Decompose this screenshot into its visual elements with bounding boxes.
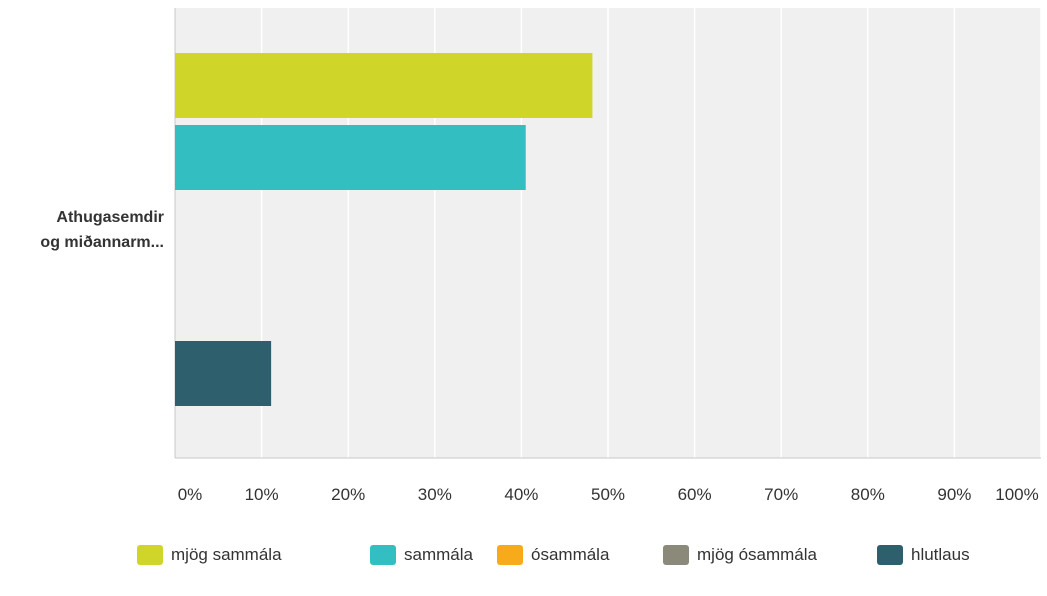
x-tick-label: 40% — [504, 485, 538, 504]
legend: mjög sammála sammála ósammála mjög ósammála… — [0, 540, 1047, 570]
bars — [175, 53, 593, 406]
x-tick-label: 100% — [995, 485, 1038, 504]
legend-label: ósammála — [531, 545, 610, 564]
category-label-line: Athugasemdir — [56, 209, 164, 226]
x-tick-label: 30% — [418, 485, 452, 504]
legend-item: sammála — [370, 540, 473, 570]
x-tick-label: 10% — [245, 485, 279, 504]
legend-label: sammála — [404, 545, 473, 564]
x-tick-label: 20% — [331, 485, 365, 504]
legend-swatch — [663, 545, 689, 565]
category-labels: Athugasemdir og miðannarm... — [40, 209, 164, 251]
x-tick-label: 50% — [591, 485, 625, 504]
legend-label: mjög sammála — [171, 545, 282, 564]
legend-swatch — [370, 545, 396, 565]
legend-swatch — [497, 545, 523, 565]
legend-swatch — [877, 545, 903, 565]
legend-item: hlutlaus — [877, 540, 970, 570]
legend-label: mjög ósammála — [697, 545, 817, 564]
x-tick-labels: 0% 10% 20% 30% 40% 50% 60% 70% 80% 90% 100% — [178, 485, 1039, 504]
legend-item: mjög ósammála — [663, 540, 817, 570]
bar-1 — [175, 125, 526, 190]
legend-item: ósammála — [497, 540, 609, 570]
legend-item: mjög sammála — [137, 540, 282, 570]
x-tick-label: 0% — [178, 485, 203, 504]
x-tick-label: 60% — [678, 485, 712, 504]
bar-0 — [175, 53, 593, 118]
legend-swatch — [137, 545, 163, 565]
legend-label: hlutlaus — [911, 545, 970, 564]
x-tick-label: 70% — [764, 485, 798, 504]
x-tick-label: 80% — [851, 485, 885, 504]
bar-4 — [175, 341, 272, 406]
category-label-line: og miðannarm... — [40, 234, 164, 251]
x-tick-label: 90% — [937, 485, 971, 504]
